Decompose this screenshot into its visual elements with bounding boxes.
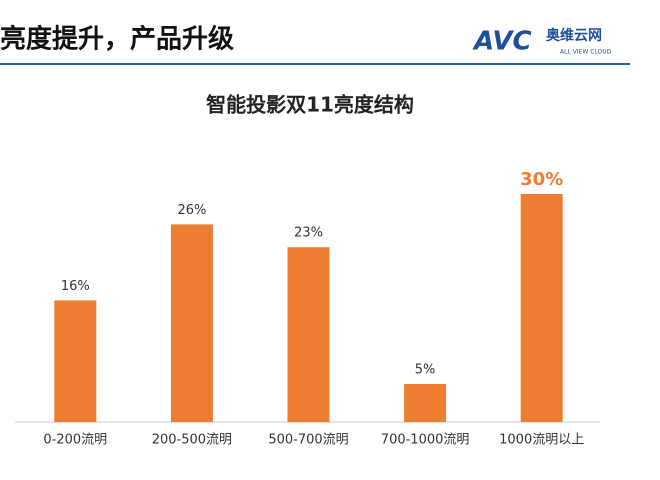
- value-label: 26%: [177, 203, 206, 218]
- bar: [404, 384, 447, 422]
- chart-title: 智能投影双11亮度结构: [206, 93, 414, 117]
- logo-cn: 奥维云网: [546, 27, 602, 44]
- x-tick-label: 500-700流明: [268, 433, 348, 448]
- value-label: 5%: [415, 363, 436, 378]
- bar: [287, 247, 330, 422]
- page-title: 亮度提升，产品升级: [0, 24, 234, 55]
- value-label: 30%: [520, 169, 563, 190]
- bar: [520, 194, 563, 422]
- logo-mark: AVC: [472, 27, 532, 57]
- value-label: 16%: [61, 279, 90, 294]
- bar: [170, 224, 213, 422]
- value-label: 23%: [294, 226, 323, 241]
- x-tick-label: 1000流明以上: [499, 433, 584, 448]
- x-tick-label: 0-200流明: [43, 433, 107, 448]
- bar: [54, 300, 97, 422]
- x-tick-label: 200-500流明: [152, 433, 232, 448]
- x-tick-label: 700-1000流明: [381, 433, 470, 448]
- logo-en: ALL VIEW CLOUD: [560, 49, 612, 56]
